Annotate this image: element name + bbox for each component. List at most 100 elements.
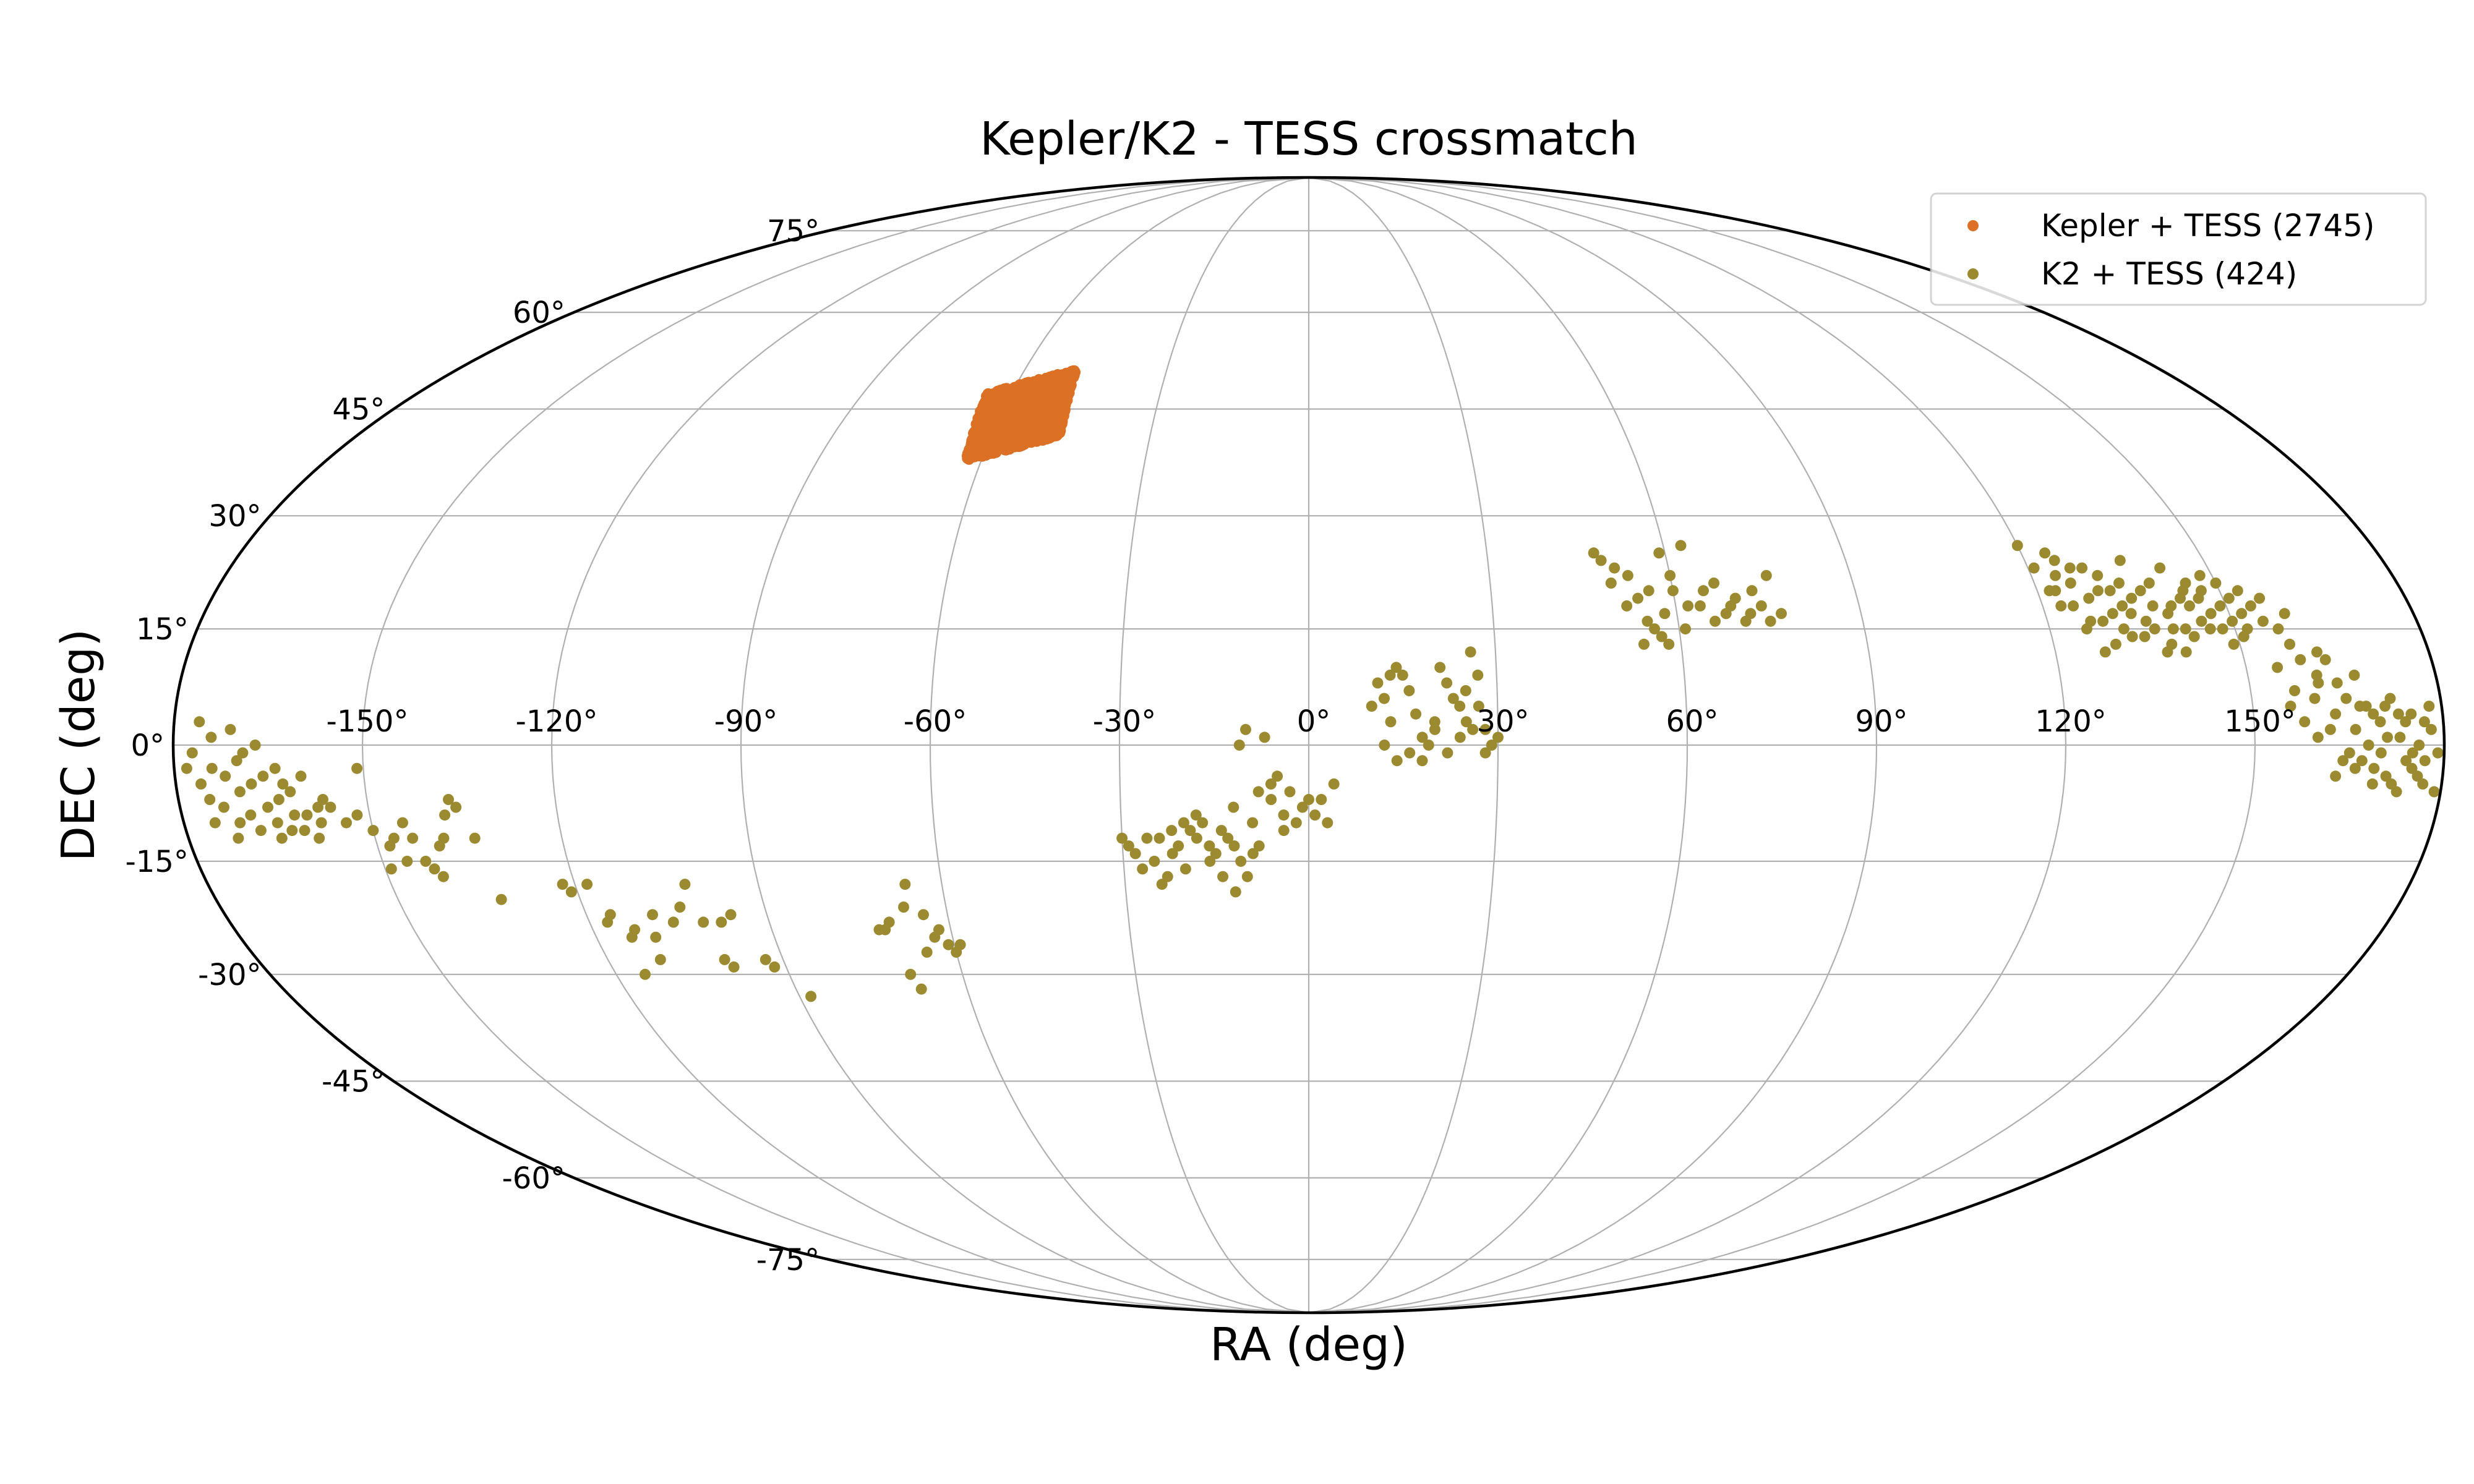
dec-tick-label: 30°: [208, 499, 261, 534]
k2-point: [1441, 677, 1453, 689]
kepler-point: [965, 448, 977, 459]
k2-point: [565, 886, 577, 898]
k2-point: [898, 902, 909, 913]
dec-tick-label: 75°: [767, 214, 820, 249]
k2-point: [301, 809, 313, 821]
k2-point: [1680, 623, 1691, 635]
k2-point: [204, 794, 216, 805]
k2-point: [2205, 608, 2217, 620]
k2-point: [2417, 778, 2429, 790]
k2-point: [401, 855, 413, 867]
k2-point: [2375, 747, 2387, 759]
k2-point: [2188, 631, 2200, 642]
kepler-point: [1036, 412, 1048, 424]
k2-point: [2382, 731, 2393, 743]
k2-point: [469, 832, 481, 844]
kepler-point: [1045, 427, 1057, 438]
plot-area: [181, 365, 2444, 1002]
k2-point: [674, 902, 686, 913]
kepler-point: [988, 419, 999, 431]
k2-point: [769, 961, 781, 973]
k2-point: [438, 832, 450, 844]
k2-point: [237, 747, 249, 759]
kepler-point: [1069, 366, 1081, 378]
k2-point: [1179, 863, 1191, 875]
k2-point: [2055, 600, 2067, 612]
legend: Kepler + TESS (2745) K2 + TESS (424): [1930, 192, 2427, 306]
k2-point: [195, 778, 207, 790]
k2-point: [1272, 770, 1283, 782]
k2-point: [1710, 615, 1721, 627]
k2-point: [1204, 840, 1215, 852]
legend-marker-kepler: [1967, 220, 1979, 231]
k2-point: [1222, 832, 1234, 844]
k2-point: [351, 762, 363, 774]
k2-point: [2140, 615, 2152, 627]
k2-point: [2245, 600, 2256, 612]
k2-point: [2223, 592, 2235, 604]
k2-point: [2081, 623, 2092, 635]
kepler-point: [1041, 401, 1053, 412]
k2-point: [2050, 569, 2061, 581]
k2-point: [2195, 585, 2207, 597]
k2-point: [2425, 723, 2437, 735]
k2-point: [2337, 755, 2349, 767]
k2-point: [2194, 569, 2206, 581]
k2-point: [286, 825, 298, 837]
k2-point: [341, 817, 352, 829]
k2-point: [231, 755, 242, 767]
k2-point: [725, 909, 737, 921]
k2-point: [1776, 608, 1787, 620]
k2-point: [1460, 716, 1472, 728]
k2-point: [2423, 701, 2435, 712]
k2-point: [654, 953, 666, 965]
k2-point: [1641, 615, 1653, 627]
k2-point: [2319, 654, 2331, 665]
k2-point: [1390, 662, 1402, 673]
k2-point: [2418, 716, 2430, 728]
k2-point: [2279, 608, 2290, 620]
kepler-point: [998, 390, 1009, 402]
k2-point: [314, 832, 325, 844]
ra-tick-label: -120°: [516, 704, 598, 739]
k2-point: [1190, 809, 1202, 821]
series-k2-tess: [181, 540, 2444, 1002]
k2-point: [2117, 600, 2128, 612]
k2-point: [1423, 740, 1434, 751]
k2-point: [429, 863, 440, 875]
k2-point: [2350, 723, 2361, 735]
k2-point: [1454, 731, 1466, 743]
k2-point: [299, 825, 310, 837]
k2-point: [2272, 662, 2284, 673]
k2-point: [2028, 562, 2040, 574]
k2-point: [1259, 731, 1270, 743]
k2-point: [2228, 638, 2240, 650]
k2-point: [2340, 693, 2352, 704]
kepler-point: [1032, 379, 1044, 391]
k2-point: [2125, 608, 2137, 620]
dec-tick-label: 60°: [513, 296, 565, 330]
k2-point: [1215, 825, 1227, 837]
k2-point: [1235, 855, 1247, 867]
k2-point: [2254, 592, 2266, 604]
k2-point: [2011, 540, 2023, 552]
k2-point: [2348, 669, 2360, 681]
k2-point: [437, 871, 449, 882]
kepler-point: [1009, 423, 1021, 435]
k2-point: [2311, 646, 2322, 658]
k2-point: [2394, 731, 2406, 743]
k2-point: [1649, 623, 1661, 635]
legend-marker-k2: [1967, 268, 1979, 279]
k2-point: [1416, 755, 1428, 767]
k2-point: [2400, 716, 2412, 728]
k2-point: [2113, 578, 2125, 589]
k2-point: [1442, 747, 1453, 759]
k2-point: [1228, 801, 1239, 813]
kepler-point: [1016, 385, 1027, 397]
k2-point: [2092, 585, 2104, 597]
k2-point: [1755, 600, 1767, 612]
k2-point: [2076, 562, 2088, 574]
k2-point: [2368, 708, 2379, 720]
k2-point: [1643, 585, 1654, 597]
